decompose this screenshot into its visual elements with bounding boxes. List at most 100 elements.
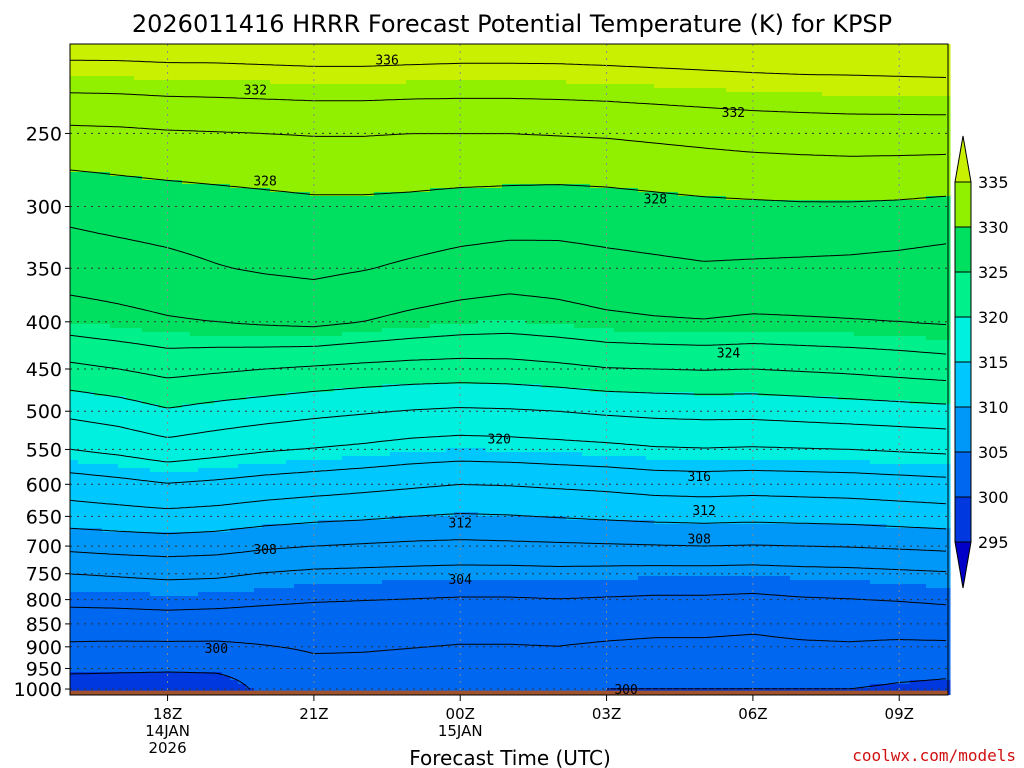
fill-cell bbox=[846, 400, 855, 461]
fill-cell bbox=[718, 524, 727, 577]
fill-cell bbox=[502, 384, 511, 453]
fill-cell bbox=[886, 400, 895, 465]
fill-cell bbox=[262, 44, 271, 81]
fill-cell bbox=[206, 672, 215, 695]
fill-cell bbox=[670, 524, 679, 577]
fill-cell bbox=[934, 528, 943, 589]
fill-cell bbox=[222, 676, 231, 695]
fill-cell bbox=[734, 44, 743, 93]
fill-cell bbox=[782, 396, 791, 461]
fill-cell bbox=[902, 44, 911, 97]
colorbar-segment bbox=[954, 226, 972, 273]
fill-cell bbox=[406, 452, 415, 517]
fill-cell bbox=[342, 388, 351, 457]
fill-cell bbox=[102, 672, 111, 695]
fill-cell bbox=[86, 76, 95, 173]
fill-cell bbox=[862, 200, 871, 337]
fill-cell bbox=[366, 332, 375, 389]
fill-cell bbox=[766, 460, 775, 525]
y-tick-label: 1000 bbox=[14, 679, 62, 701]
fill-cell bbox=[310, 392, 319, 461]
fill-cell bbox=[374, 456, 383, 521]
fill-cell bbox=[190, 596, 199, 673]
fill-cell bbox=[174, 672, 183, 695]
fill-cell bbox=[166, 672, 175, 695]
fill-cell bbox=[542, 388, 551, 453]
fill-cell bbox=[566, 452, 575, 521]
isentrope-line bbox=[69, 512, 947, 535]
fill-cell bbox=[902, 528, 911, 585]
fill-cell bbox=[318, 84, 327, 197]
fill-cell bbox=[198, 468, 207, 533]
fill-cell bbox=[110, 464, 119, 533]
fill-cell bbox=[358, 196, 367, 333]
fill-cell bbox=[318, 460, 327, 521]
fill-cell bbox=[606, 580, 615, 689]
fill-cell bbox=[606, 44, 615, 85]
fill-cell bbox=[726, 576, 735, 689]
fill-cell bbox=[638, 576, 647, 689]
fill-cell bbox=[462, 512, 471, 581]
fill-cell bbox=[166, 596, 175, 673]
fill-cell bbox=[838, 524, 847, 581]
fill-cell bbox=[438, 324, 447, 385]
fill-cell bbox=[398, 384, 407, 453]
fill-cell bbox=[262, 524, 271, 589]
fill-cell bbox=[470, 580, 479, 695]
fill-cell bbox=[782, 44, 791, 93]
fill-cell bbox=[526, 580, 535, 695]
fill-cell bbox=[822, 44, 831, 97]
fill-cell bbox=[278, 192, 287, 337]
fill-cell bbox=[246, 80, 255, 189]
fill-cell bbox=[870, 464, 879, 525]
fill-cell bbox=[286, 588, 295, 695]
fill-cell bbox=[390, 192, 399, 329]
fill-cell bbox=[766, 396, 775, 461]
colorbar-label: 305 bbox=[978, 443, 1009, 462]
fill-cell bbox=[870, 684, 879, 695]
fill-cell bbox=[502, 44, 511, 81]
fill-cell bbox=[686, 196, 695, 333]
fill-cell bbox=[622, 188, 631, 333]
fill-cell bbox=[422, 328, 431, 385]
fill-cell bbox=[934, 680, 943, 695]
fill-cell bbox=[622, 392, 631, 457]
fill-cell bbox=[734, 200, 743, 333]
fill-cell bbox=[790, 92, 799, 201]
fill-cell bbox=[566, 520, 575, 581]
plot-area: 336 332 332 328 328 324 320 316 312 312 308 308 304 3… bbox=[69, 43, 951, 698]
fill-cell bbox=[246, 188, 255, 337]
fill-cell bbox=[782, 460, 791, 525]
fill-cell bbox=[126, 400, 135, 469]
fill-cell bbox=[582, 580, 591, 695]
y-tick-label: 600 bbox=[26, 474, 62, 496]
fill-cell bbox=[374, 192, 383, 333]
fill-cell bbox=[310, 44, 319, 85]
fill-cell bbox=[662, 332, 671, 393]
fill-cell bbox=[350, 584, 359, 695]
fill-cell bbox=[494, 44, 503, 81]
fill-cell bbox=[94, 528, 103, 593]
fill-cell bbox=[910, 680, 919, 695]
fill-cell bbox=[750, 576, 759, 689]
fill-cell bbox=[478, 80, 487, 189]
isentrope-line bbox=[70, 59, 947, 78]
contour-label: 328 bbox=[253, 174, 276, 189]
fill-cell bbox=[678, 524, 687, 577]
fill-cell bbox=[646, 84, 655, 193]
fill-cell bbox=[830, 332, 839, 397]
fill-cell bbox=[230, 80, 239, 189]
fill-cell bbox=[158, 532, 167, 597]
fill-cell bbox=[302, 584, 311, 695]
fill-cell bbox=[726, 524, 735, 577]
fill-cell bbox=[734, 332, 743, 393]
fill-cell bbox=[422, 452, 431, 517]
fill-cell bbox=[694, 44, 703, 89]
fill-cell bbox=[470, 188, 479, 325]
fill-cell bbox=[462, 80, 471, 189]
fill-cell bbox=[110, 176, 119, 329]
fill-cell bbox=[150, 180, 159, 333]
fill-cell bbox=[838, 44, 847, 97]
fill-cell bbox=[598, 84, 607, 189]
fill-cell bbox=[246, 44, 255, 81]
